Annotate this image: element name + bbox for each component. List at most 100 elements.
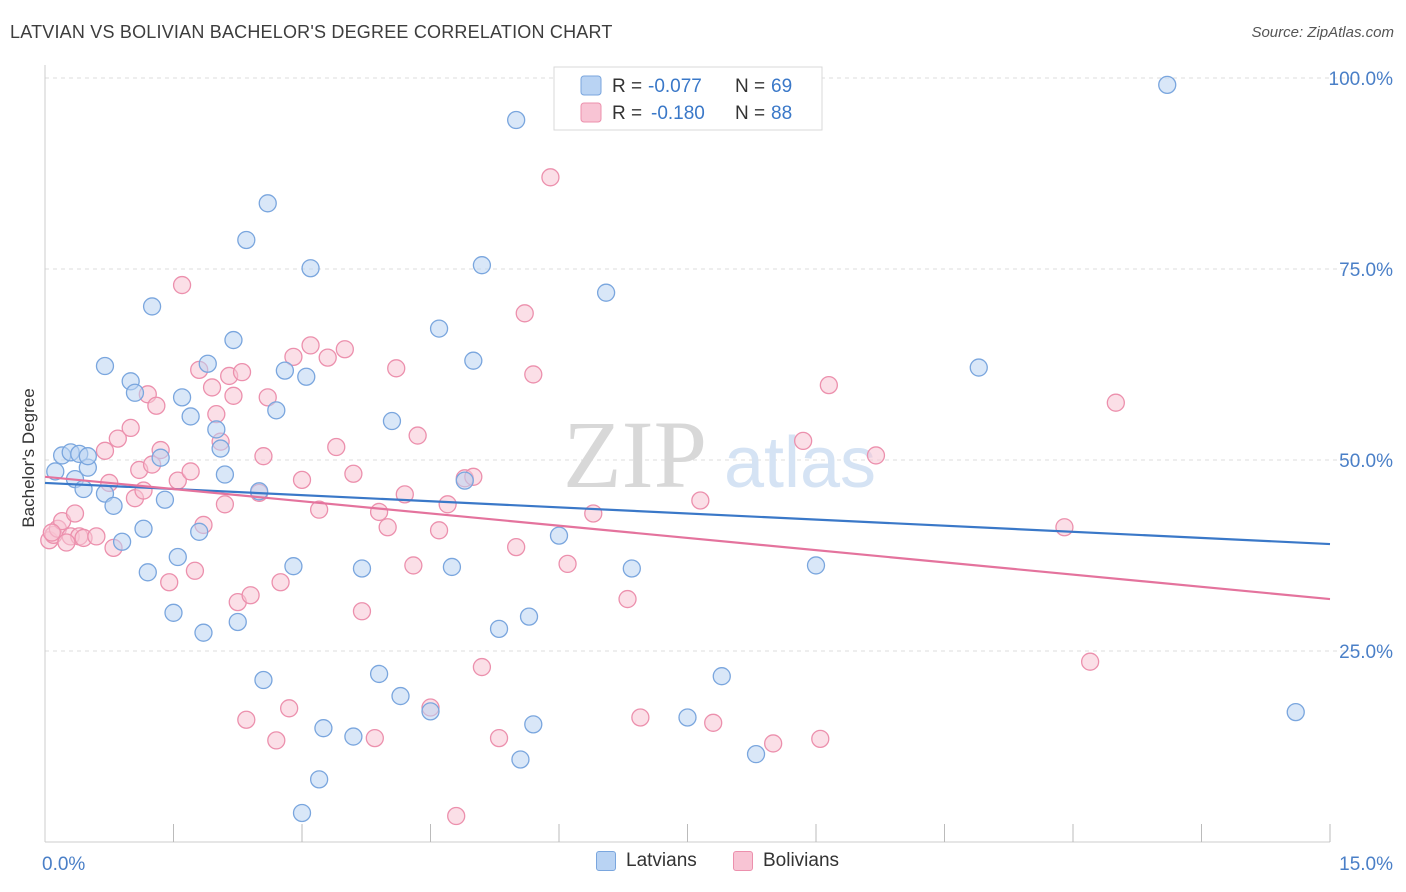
bolivians-point [65,504,85,523]
latvians-point [172,388,192,407]
bolivians-point [438,495,457,514]
latvians-point [507,110,526,130]
source-credit: Source: ZipAtlas.com [1251,24,1394,41]
bolivians-point [1106,393,1125,412]
bolivians-point [369,502,389,522]
latvians-point [712,667,731,686]
latvians-point [344,727,363,746]
latvians-point [228,612,247,632]
latvians-point [511,750,530,769]
latvians-point [524,715,543,734]
latvians-point [489,619,509,638]
bolivians-point [258,388,277,407]
bolivians-trend-line [44,475,1331,601]
latvians-point [104,496,123,515]
bolivians-point [271,573,290,592]
latvians-point [1158,75,1177,95]
bolivians-r-label: R = [612,103,642,124]
bolivians-point [515,304,534,323]
bolivians-point [794,431,813,451]
bolivians-point [309,500,329,519]
latvians-point [181,407,200,426]
latvians-r-label: R = [612,76,642,97]
latvians-point [78,447,97,466]
legend-item-bolivians: Bolivians [733,850,839,872]
bolivians-point [395,485,414,504]
bolivians-point [691,491,710,510]
bolivians-point [292,470,312,490]
bolivians-point [819,375,838,395]
bolivians-point [95,441,115,460]
legend-label-latvians: Latvians [626,850,697,871]
bolivians-point [489,728,509,748]
latvians-point [309,770,329,789]
latvians-point [292,803,312,823]
bolivians-point [318,348,337,367]
bolivians-point [147,396,166,415]
latvians-point [301,259,320,278]
latvians-point [267,401,286,420]
latvians-point [421,702,440,721]
bolivians-point [1080,652,1100,671]
data-points [40,75,1305,826]
bolivians-point [215,495,235,514]
latvians-point [596,283,616,302]
latvians-point [519,607,539,626]
bolivians-point [507,537,526,557]
bolivians-point [57,533,76,552]
latvians-point [1286,702,1305,722]
bolivians-point [279,699,299,718]
latvians-point [134,519,153,538]
latvians-point [314,719,333,738]
bolivians-point [811,729,830,749]
bolivians-point [618,589,637,609]
bolivians-point [172,275,192,295]
bolivians-point [352,602,372,621]
bolivians-stat-swatch [580,102,602,123]
latvians-r-value: -0.077 [648,76,702,97]
bolivians-point [866,446,886,465]
bolivians-point [241,586,260,605]
latvians-point [382,411,402,431]
latvians-point [190,522,209,541]
latvians-trend-line [44,481,1331,546]
latvians-point [164,603,183,622]
bolivians-point [541,168,560,187]
latvians-point [254,670,273,690]
latvians-point [215,465,235,484]
y-tick-label: 75.0% [1339,260,1393,281]
chart-title: LATVIAN VS BOLIVIAN BACHELOR'S DEGREE CO… [10,22,613,42]
latvians-point [142,297,162,316]
latvians-point [95,356,115,376]
latvians-point [125,383,145,402]
bolivians-point [365,728,384,748]
bolivians-point [181,462,200,481]
bolivians-point [224,386,243,405]
bolivians-point [301,336,320,355]
latvians-point [155,490,175,509]
latvians-stat-swatch [580,75,602,96]
bolivians-point [121,418,140,438]
bolivians-point [408,426,427,445]
latvians-point [194,623,213,642]
bolivians-point [378,518,397,537]
y-tick-label: 50.0% [1339,451,1393,472]
latvians-point [622,559,641,578]
x-tick-label: 15.0% [1339,854,1393,875]
latvians-point [297,367,316,386]
bolivians-point [1055,518,1074,537]
bolivians-n-label: N = [735,103,765,124]
watermark: ZIP atlas [563,401,876,508]
latvians-point [207,420,226,439]
bolivians-point [704,713,723,732]
latvians-point [391,686,410,706]
latvians-point [275,361,295,380]
trend-lines [44,475,1331,601]
bolivians-point [185,561,205,580]
stats-legend: R = -0.077 N = 69 R = -0.180 N = 88 [553,66,823,131]
legend-label-bolivians: Bolivians [763,850,840,871]
latvians-point [549,526,569,545]
latvians-point [284,557,303,576]
bolivians-point [237,710,256,729]
